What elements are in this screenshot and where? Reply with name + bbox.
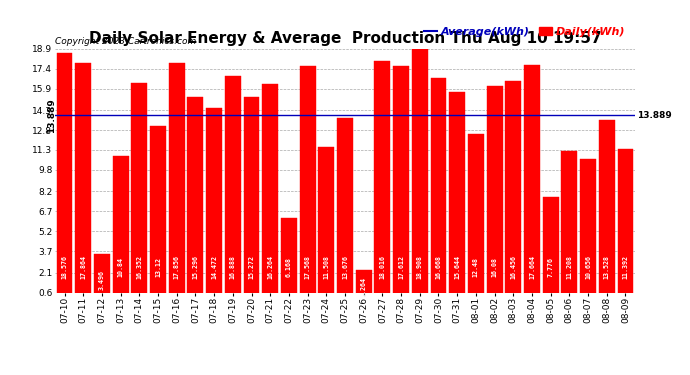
Text: 12.48: 12.48 bbox=[473, 257, 479, 277]
Text: 18.908: 18.908 bbox=[417, 255, 423, 279]
Bar bbox=[131, 83, 147, 300]
Bar bbox=[112, 156, 128, 300]
Bar bbox=[356, 270, 372, 300]
Text: 16.264: 16.264 bbox=[267, 255, 273, 279]
Bar bbox=[505, 81, 521, 300]
Bar bbox=[486, 86, 502, 300]
Bar bbox=[524, 65, 540, 300]
Text: Copyright 2023 Cartronics.com: Copyright 2023 Cartronics.com bbox=[55, 37, 197, 46]
Bar bbox=[225, 75, 241, 300]
Bar bbox=[299, 66, 315, 300]
Bar bbox=[468, 134, 484, 300]
Bar bbox=[169, 63, 185, 300]
Bar bbox=[580, 159, 596, 300]
Text: 18.576: 18.576 bbox=[61, 255, 68, 279]
Text: 17.612: 17.612 bbox=[398, 255, 404, 279]
Bar bbox=[562, 151, 578, 300]
Text: 11.208: 11.208 bbox=[566, 255, 573, 279]
Text: 15.272: 15.272 bbox=[248, 255, 255, 279]
Bar bbox=[281, 218, 297, 300]
Text: 13.12: 13.12 bbox=[155, 257, 161, 277]
Text: 15.296: 15.296 bbox=[193, 255, 199, 279]
Text: 16.888: 16.888 bbox=[230, 255, 236, 279]
Text: 15.644: 15.644 bbox=[454, 255, 460, 279]
Bar bbox=[412, 49, 428, 300]
Text: 16.668: 16.668 bbox=[435, 255, 442, 279]
Bar bbox=[393, 66, 409, 300]
Text: 16.08: 16.08 bbox=[491, 257, 497, 277]
Text: 13.889: 13.889 bbox=[637, 111, 671, 120]
Text: 10.656: 10.656 bbox=[585, 255, 591, 279]
Bar bbox=[244, 97, 259, 300]
Text: 11.392: 11.392 bbox=[622, 255, 629, 279]
Text: 13.528: 13.528 bbox=[604, 255, 610, 279]
Text: 16.352: 16.352 bbox=[137, 255, 142, 279]
Text: 13.889: 13.889 bbox=[46, 98, 56, 133]
Bar bbox=[431, 78, 446, 300]
Bar bbox=[375, 60, 391, 300]
Text: 6.168: 6.168 bbox=[286, 257, 292, 277]
Bar bbox=[262, 84, 278, 300]
Bar bbox=[94, 254, 110, 300]
Bar bbox=[337, 118, 353, 300]
Text: 16.456: 16.456 bbox=[511, 255, 516, 279]
Bar bbox=[150, 126, 166, 300]
Bar bbox=[57, 53, 72, 300]
Text: 2.264: 2.264 bbox=[361, 277, 366, 297]
Legend: Average(kWh), Daily(kWh): Average(kWh), Daily(kWh) bbox=[420, 22, 629, 42]
Text: 17.664: 17.664 bbox=[529, 255, 535, 279]
Text: 14.472: 14.472 bbox=[211, 255, 217, 279]
Text: 18.016: 18.016 bbox=[380, 255, 386, 279]
Text: 17.568: 17.568 bbox=[304, 255, 310, 279]
Bar bbox=[188, 97, 204, 300]
Bar bbox=[206, 108, 222, 300]
Text: 7.776: 7.776 bbox=[548, 257, 553, 277]
Text: 3.496: 3.496 bbox=[99, 270, 105, 290]
Bar bbox=[618, 149, 633, 300]
Text: 17.864: 17.864 bbox=[80, 255, 86, 279]
Text: 10.84: 10.84 bbox=[117, 257, 124, 277]
Bar bbox=[318, 147, 334, 300]
Bar bbox=[449, 92, 465, 300]
Bar bbox=[75, 63, 91, 300]
Text: 11.508: 11.508 bbox=[324, 255, 329, 279]
Bar bbox=[543, 197, 559, 300]
Bar bbox=[599, 120, 615, 300]
Title: Daily Solar Energy & Average  Production Thu Aug 10 19:57: Daily Solar Energy & Average Production … bbox=[89, 31, 601, 46]
Text: 13.676: 13.676 bbox=[342, 255, 348, 279]
Text: 17.856: 17.856 bbox=[174, 255, 179, 279]
